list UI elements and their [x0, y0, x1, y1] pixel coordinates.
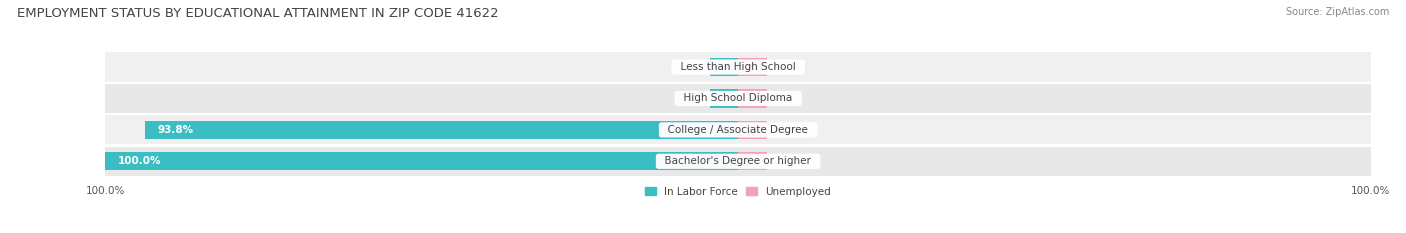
Text: EMPLOYMENT STATUS BY EDUCATIONAL ATTAINMENT IN ZIP CODE 41622: EMPLOYMENT STATUS BY EDUCATIONAL ATTAINM…	[17, 7, 499, 20]
Text: 0.0%: 0.0%	[773, 125, 799, 135]
Bar	[738, 58, 766, 76]
Text: Source: ZipAtlas.com: Source: ZipAtlas.com	[1285, 7, 1389, 17]
Text: Less than High School: Less than High School	[673, 62, 803, 72]
Bar	[738, 152, 766, 170]
Text: 0.0%: 0.0%	[773, 93, 799, 103]
Bar	[105, 52, 1371, 82]
Text: College / Associate Degree: College / Associate Degree	[661, 125, 815, 135]
Text: 0.0%: 0.0%	[773, 156, 799, 166]
Bar	[105, 84, 1371, 113]
Bar	[710, 58, 738, 76]
Bar	[105, 115, 1371, 144]
Bar	[105, 147, 1371, 176]
Text: 0.0%: 0.0%	[678, 62, 703, 72]
Bar	[145, 121, 738, 139]
Bar	[738, 121, 766, 139]
Text: 0.0%: 0.0%	[773, 62, 799, 72]
Text: 0.0%: 0.0%	[678, 93, 703, 103]
Bar	[105, 152, 738, 170]
Text: 100.0%: 100.0%	[118, 156, 162, 166]
Text: 93.8%: 93.8%	[157, 125, 194, 135]
Legend: In Labor Force, Unemployed: In Labor Force, Unemployed	[641, 182, 835, 201]
Text: Bachelor's Degree or higher: Bachelor's Degree or higher	[658, 156, 818, 166]
Text: High School Diploma: High School Diploma	[678, 93, 799, 103]
Bar	[710, 89, 738, 108]
Bar	[738, 89, 766, 108]
